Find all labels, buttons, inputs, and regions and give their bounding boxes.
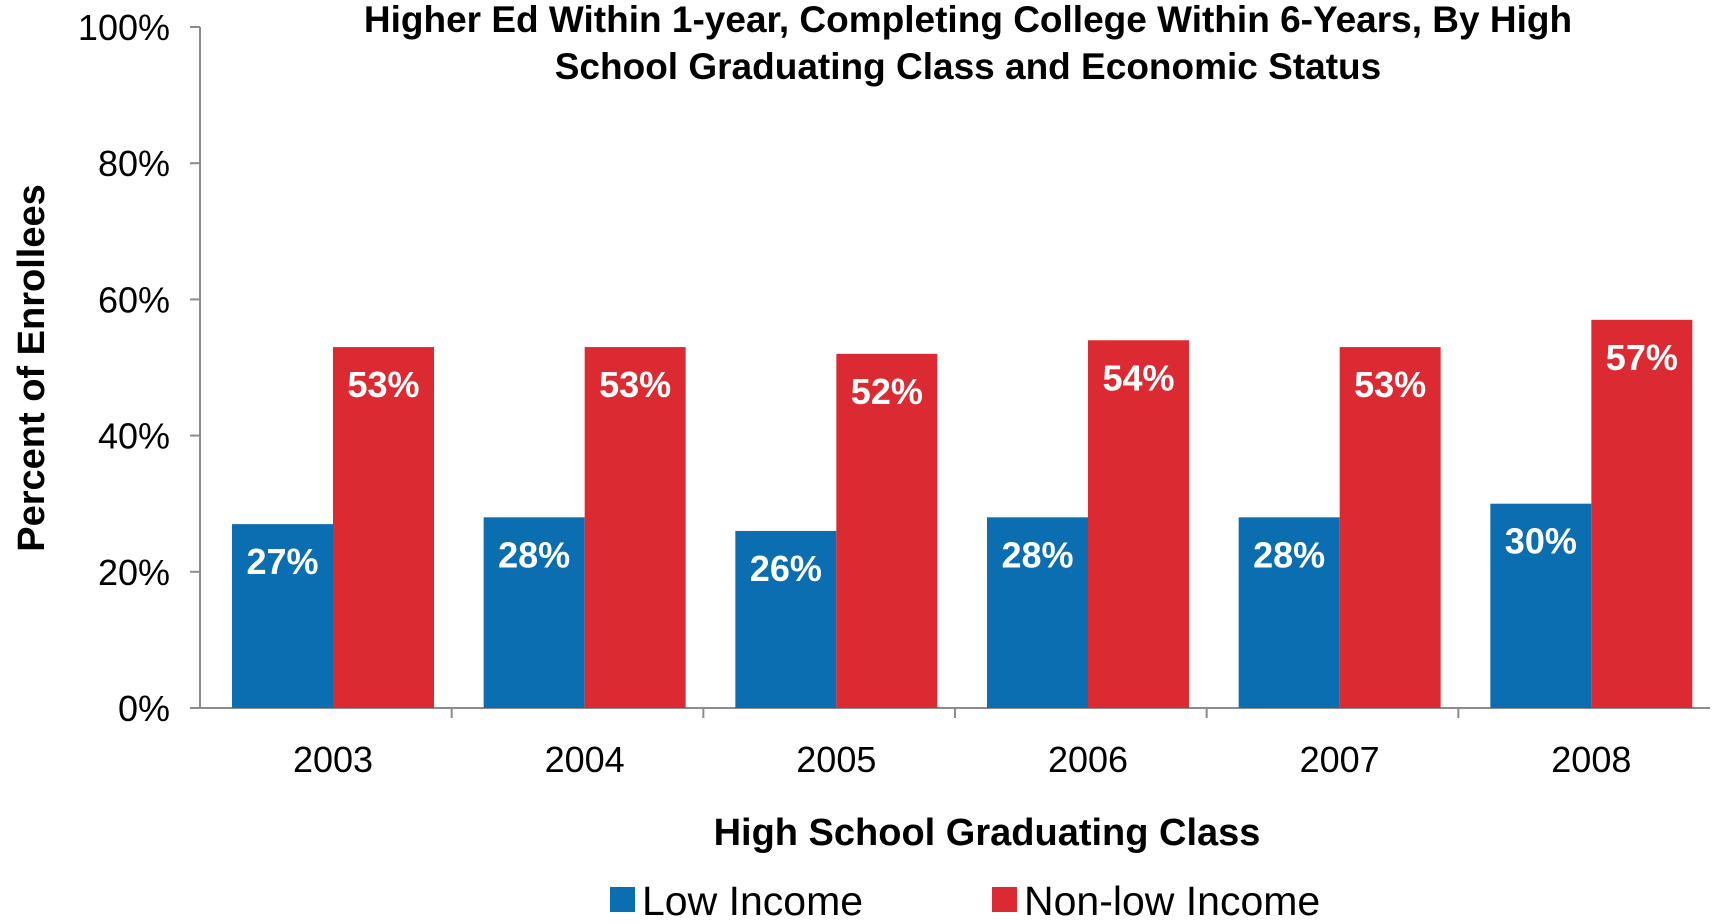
bar-low-income	[483, 517, 585, 708]
x-tick-label: 2007	[1300, 739, 1380, 780]
y-tick-label: 40%	[98, 416, 170, 457]
y-tick-label: 0%	[118, 688, 170, 729]
axes	[190, 26, 1710, 718]
bar-non-low-income	[584, 347, 686, 708]
bar-low-income	[232, 524, 333, 708]
y-tick-label: 80%	[98, 143, 170, 184]
legend-swatch-non-low-income	[992, 887, 1017, 912]
x-axis-title: High School Graduating Class	[714, 812, 1261, 854]
bar-data-label: 53%	[347, 364, 419, 405]
bar-data-label: 28%	[1001, 534, 1073, 575]
y-tick-label: 100%	[78, 7, 170, 48]
legend: Low Income Non-low Income	[610, 878, 1320, 924]
y-tick-label: 20%	[98, 552, 170, 593]
bar-non-low-income	[836, 353, 938, 708]
y-axis-title: Percent of Enrollees	[11, 184, 53, 551]
bars	[232, 319, 1693, 708]
tick-labels: 0% 20% 40% 60% 80% 100% 2003 2004 2005 2006 2007 20…	[78, 7, 1631, 780]
x-tick-label: 2003	[293, 739, 373, 780]
bar-data-label: 52%	[851, 371, 923, 412]
chart-title: Higher Ed Within 1-year, Completing Coll…	[364, 0, 1572, 87]
bar-data-label: 30%	[1505, 521, 1577, 562]
bar-non-low-income	[1591, 319, 1693, 708]
chart-title-line-1: Higher Ed Within 1-year, Completing Coll…	[364, 0, 1572, 40]
bar-data-label: 53%	[599, 364, 671, 405]
bar-data-label: 26%	[750, 548, 822, 589]
x-tick-label: 2005	[796, 739, 876, 780]
bar-low-income	[1490, 503, 1592, 708]
y-tick-label: 60%	[98, 279, 170, 320]
bar-data-label: 57%	[1606, 337, 1678, 378]
bar-low-income	[735, 530, 837, 708]
bar-data-label: 27%	[246, 541, 318, 582]
bar-non-low-income	[1339, 347, 1441, 708]
chart-title-line-2: School Graduating Class and Economic Sta…	[555, 46, 1381, 87]
bar-low-income	[1238, 517, 1340, 708]
bar-non-low-income	[1088, 340, 1189, 708]
legend-label-non-low-income: Non-low Income	[1024, 878, 1320, 919]
x-tick-label: 2008	[1551, 739, 1631, 780]
bar-labels: 27% 28% 26% 28% 28% 30% 53% 53% 52% 54% 53% 57%	[246, 337, 1677, 589]
bar-low-income	[987, 517, 1088, 708]
bar-data-label: 28%	[1253, 534, 1325, 575]
bar-data-label: 54%	[1102, 357, 1174, 398]
legend-label-low-income: Low Income	[642, 878, 863, 919]
bar-non-low-income	[333, 347, 434, 708]
x-tick-label: 2006	[1048, 739, 1128, 780]
bar-data-label: 53%	[1354, 364, 1426, 405]
x-tick-label: 2004	[545, 739, 625, 780]
bar-data-label: 28%	[498, 534, 570, 575]
legend-swatch-low-income	[610, 887, 635, 912]
